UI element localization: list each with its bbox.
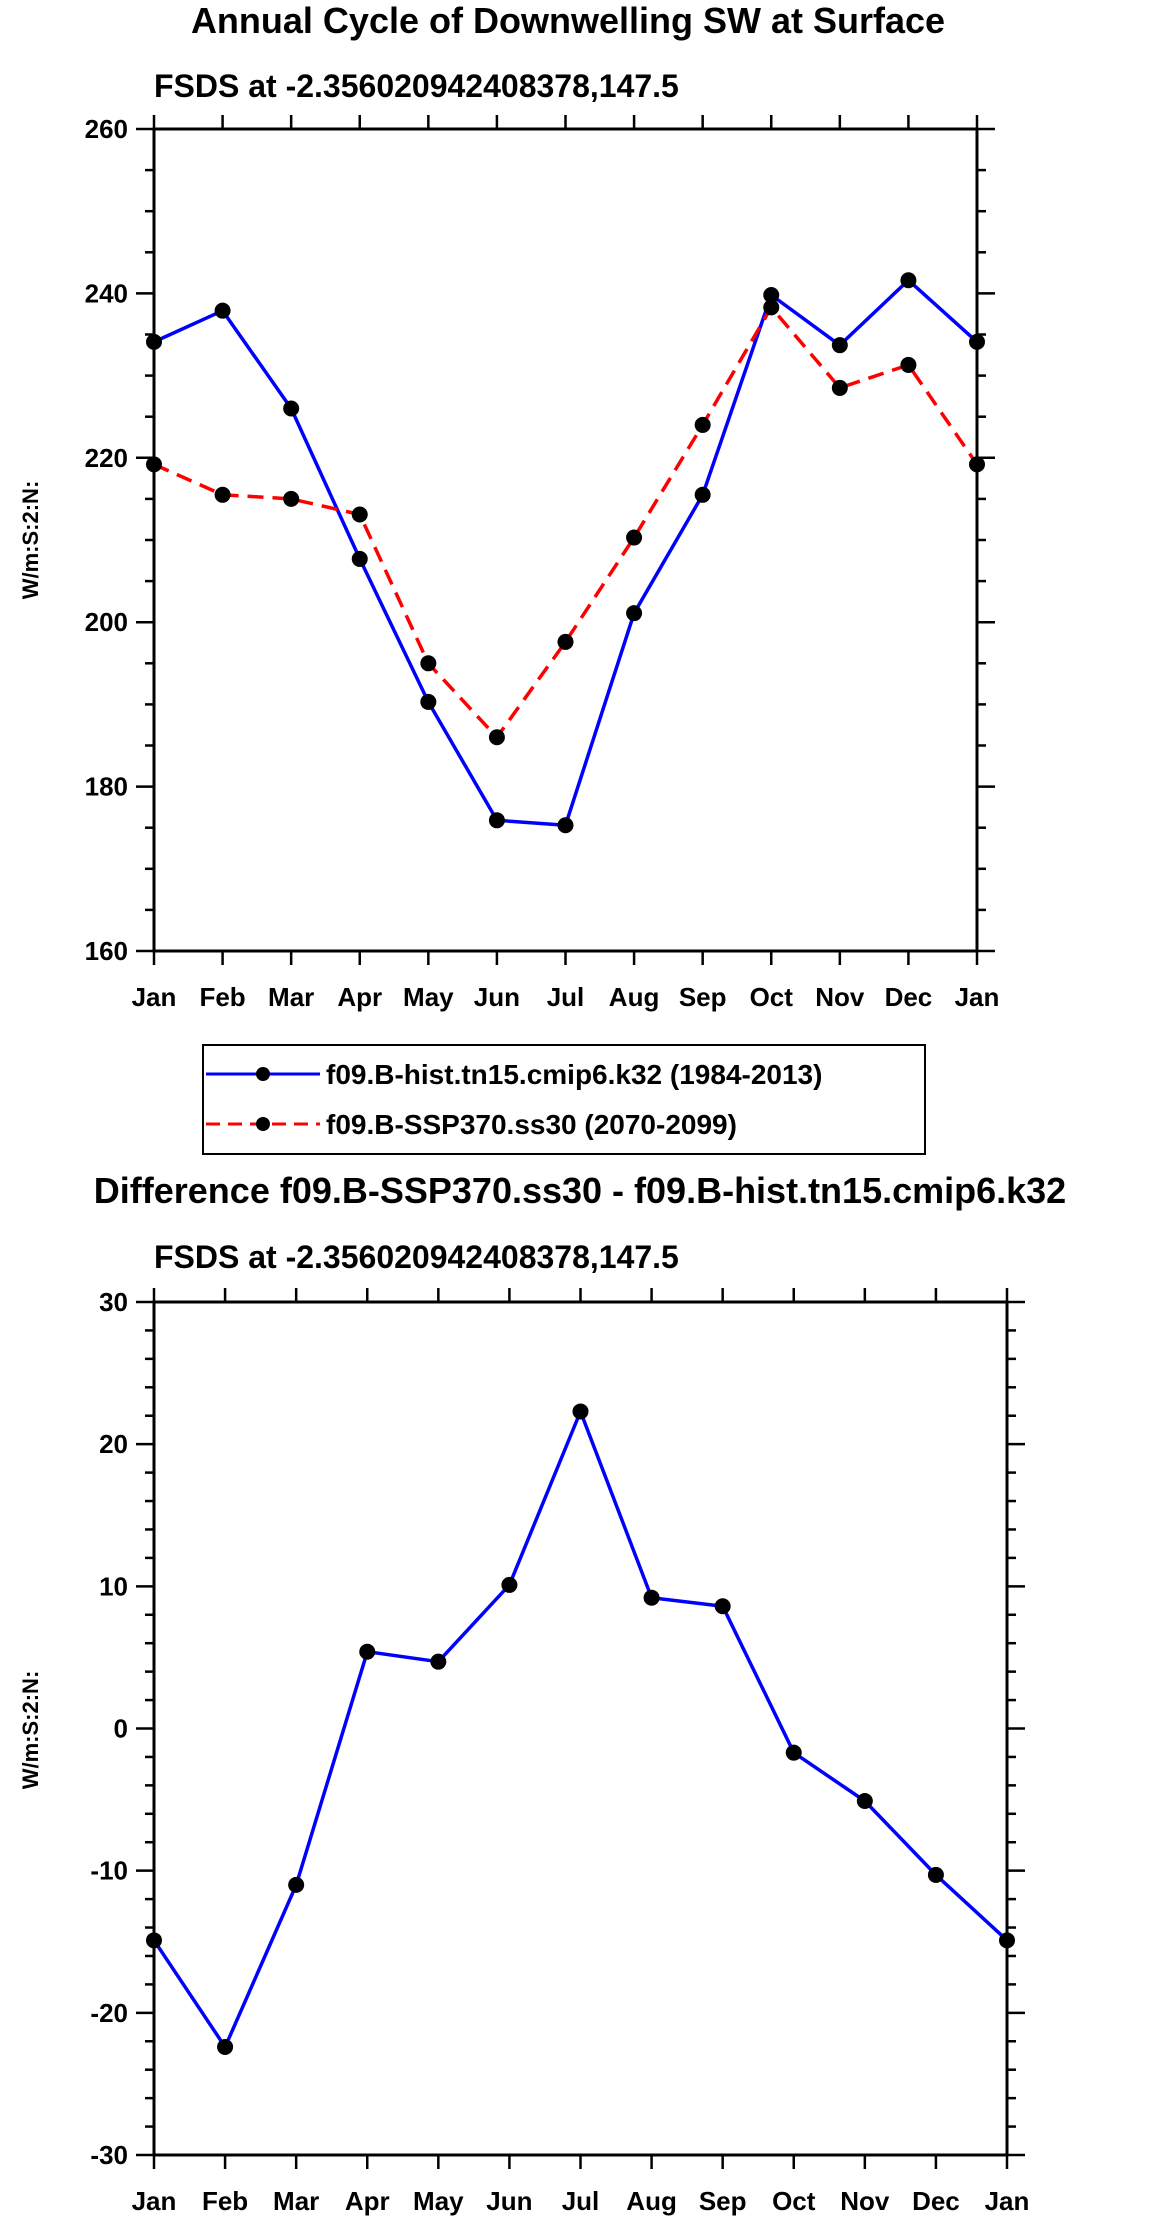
chart1-series-1-point [900, 272, 917, 289]
chart1-series-1-point [557, 817, 574, 834]
chart1-legend: f09.B-hist.tn15.cmip6.k32 (1984-2013) f0… [202, 1044, 926, 1155]
chart2-series-1-point [856, 1793, 873, 1810]
chart2-subtitle: FSDS at -2.356020942408378,147.5 [154, 1239, 679, 1275]
chart2-xtick-label: Sep [699, 2186, 747, 2216]
chart1-ylabel: W/m:S:2:N: [18, 481, 43, 600]
chart1-xtick-label: Mar [268, 982, 314, 1012]
chart2-series-1-point [572, 1403, 589, 1420]
chart2-xtick-label: May [413, 2186, 464, 2216]
chart2-series-line-1 [152, 1409, 1009, 2049]
chart1-xtick-label: Jul [547, 982, 585, 1012]
chart1-series-1-point [831, 337, 848, 354]
legend-hist-label: f09.B-hist.tn15.cmip6.k32 (1984-2013) [326, 1059, 822, 1090]
legend-ssp-marker [256, 1117, 270, 1131]
chart1-xtick-label: Nov [815, 982, 865, 1012]
chart1-subtitle: FSDS at -2.356020942408378,147.5 [154, 68, 679, 104]
chart2-series-1-point [359, 1643, 376, 1660]
chart1-series-1-point [488, 812, 505, 829]
chart2-xtick-label: Jun [486, 2186, 532, 2216]
chart2-series-1-point [430, 1653, 447, 1670]
chart1-series-1-point [283, 400, 300, 417]
chart1-xtick-label: Sep [679, 982, 727, 1012]
chart1-series-1-point [351, 550, 368, 567]
chart1-series-line-2 [153, 305, 979, 740]
chart1-xtick-label: Feb [199, 982, 245, 1012]
chart1-series-1-point [146, 333, 162, 350]
chart2-series-1-point [501, 1576, 518, 1593]
chart2-ytick-label: -30 [90, 2140, 128, 2170]
chart2-series-1-point [643, 1589, 660, 1606]
chart1-series-1-point [969, 333, 985, 350]
legend-hist-marker [256, 1067, 270, 1081]
chart1-ytick-label: 180 [85, 772, 128, 802]
chart1-ytick-label: 160 [85, 936, 128, 966]
chart2-series-1-point [927, 1866, 944, 1883]
chart1-xtick-label: May [403, 982, 454, 1012]
chart1-series-1-point [694, 486, 711, 503]
chart1-series-2-point [694, 416, 711, 433]
chart1-series-2-point [969, 456, 985, 473]
chart1-xtick-label: Jun [474, 982, 520, 1012]
chart2-xtick-label: Nov [840, 2186, 890, 2216]
chart1-series-1-point [626, 605, 643, 622]
chart2-xtick-label: Oct [772, 2186, 816, 2216]
chart2-frame [152, 1300, 1009, 2157]
chart2-ytick-label: 10 [99, 1571, 128, 1601]
chart2-series-1-point [288, 1876, 305, 1893]
chart2-ytick-label: -10 [90, 1856, 128, 1886]
chart1-series-1-point [420, 693, 437, 710]
chart1-series-2-point [831, 379, 848, 396]
chart1-series-2-point [283, 490, 300, 507]
chart1-series-2-point [626, 529, 643, 546]
chart2-xtick-label: Jan [132, 2186, 177, 2216]
chart1-xtick-label: Apr [337, 982, 382, 1012]
chart1-series-2-point [146, 456, 162, 473]
chart2-xtick-label: Dec [912, 2186, 960, 2216]
chart1-series-2-point [488, 729, 505, 746]
chart2-plot: -30 -20 -10 0 10 20 30 Jan Feb Mar Apr May Jun Jul Aug… [90, 1287, 1029, 2216]
chart1-series-2-point [351, 506, 368, 523]
chart2-xtick-label: Jul [562, 2186, 600, 2216]
chart2-xtick-label: Aug [626, 2186, 677, 2216]
chart2-ytick-label: 20 [99, 1429, 128, 1459]
chart1-series-2-point [420, 655, 437, 672]
chart2-series-1-point [785, 1744, 802, 1761]
chart1-series-2-point [900, 356, 917, 373]
chart2-series-1-point [146, 1932, 162, 1949]
chart2-title: Difference f09.B-SSP370.ss30 - f09.B-his… [94, 1170, 1066, 1211]
chart2-series-1-point [217, 2038, 234, 2055]
chart1-xtick-label: Jan [132, 982, 177, 1012]
chart2-ylabel: W/m:S:2:N: [18, 1671, 43, 1790]
chart2-xtick-label: Apr [345, 2186, 390, 2216]
chart2-ytick-label: 0 [114, 1714, 128, 1744]
chart1-series-2-point [214, 486, 231, 503]
chart1-series-line-1 [153, 278, 979, 827]
chart1-series-2-point [763, 299, 780, 316]
chart2-xtick-label: Mar [273, 2186, 319, 2216]
chart1-title: Annual Cycle of Downwelling SW at Surfac… [191, 0, 945, 41]
chart1-xtick-label: Jan [955, 982, 1000, 1012]
chart1-xtick-label: Dec [885, 982, 933, 1012]
legend-ssp-label: f09.B-SSP370.ss30 (2070-2099) [326, 1109, 737, 1140]
chart1-xtick-label: Oct [750, 982, 794, 1012]
chart2-ytick-label: -20 [90, 1998, 128, 2028]
chart1-series-2-point [557, 633, 574, 650]
chart1-series-1-point [214, 302, 231, 319]
chart2-series-1-point [714, 1598, 731, 1615]
chart1-ytick-label: 220 [85, 443, 128, 473]
chart2-series-1-point [999, 1932, 1015, 1949]
chart1-ytick-label: 240 [85, 278, 128, 308]
legend-box [202, 1044, 926, 1155]
chart1-plot: 160 180 200 220 240 260 Jan Feb Mar Apr May Jun Jul A… [85, 114, 1000, 1012]
chart1-xtick-label: Aug [609, 982, 660, 1012]
chart1-ytick-label: 260 [85, 114, 128, 144]
chart1-series-1-point [763, 287, 780, 304]
chart1-ytick-label: 200 [85, 607, 128, 637]
chart2-xtick-label: Feb [202, 2186, 248, 2216]
chart2-xtick-label: Jan [985, 2186, 1030, 2216]
chart2-ytick-label: 30 [99, 1287, 128, 1317]
